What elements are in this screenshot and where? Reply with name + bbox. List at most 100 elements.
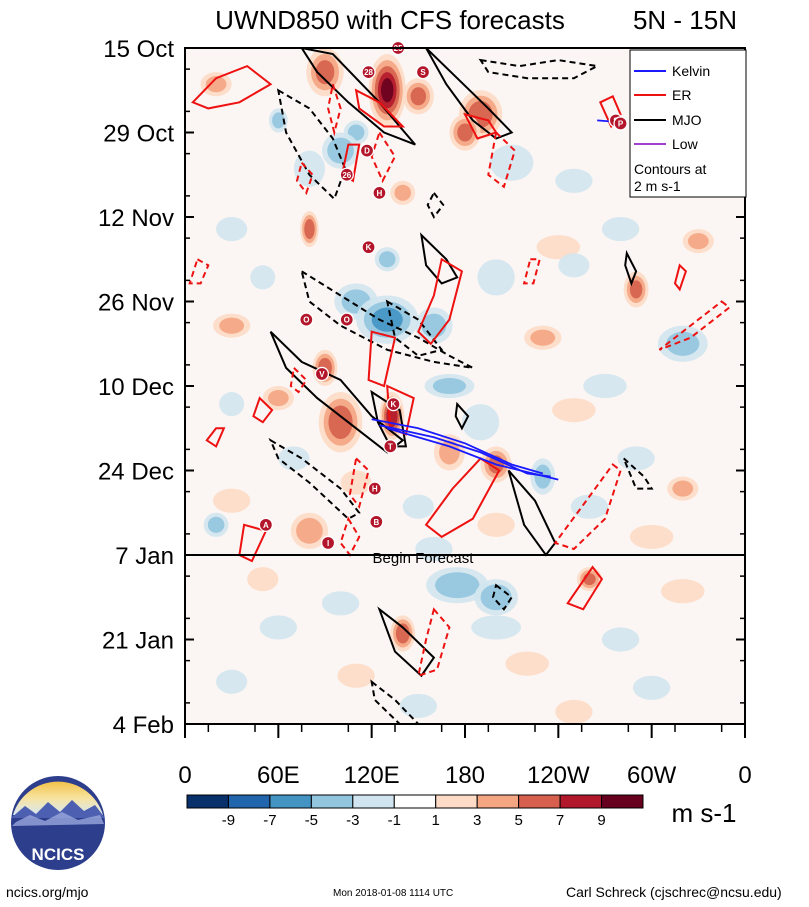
contour-er	[191, 64, 273, 110]
colorbar-swatch	[393, 794, 437, 809]
contour-er	[370, 130, 397, 184]
field-anomaly-blob	[552, 398, 596, 423]
legend-low-label: Low	[672, 136, 699, 152]
legend-box	[629, 49, 747, 198]
field-anomaly-blob	[296, 517, 323, 544]
storm-marker-icon	[258, 517, 274, 532]
contour-er	[487, 130, 516, 189]
field-anomaly-blob	[394, 184, 412, 201]
colorbar-tick-label: -1	[388, 812, 401, 829]
storm-marker-label: 28	[364, 68, 373, 77]
contour-mjo	[622, 457, 654, 490]
storm-marker-label: 26	[342, 171, 351, 180]
y-tick-label: 12 Nov	[98, 205, 174, 232]
field-anomaly-blob	[219, 317, 245, 334]
storm-marker-icon	[359, 143, 375, 158]
contour-er	[252, 396, 274, 424]
field-anomaly-blob	[435, 572, 480, 599]
field-anomaly-blob	[205, 76, 227, 93]
contour-mjo	[370, 679, 420, 724]
field-anomaly-blob	[315, 60, 335, 85]
legend-note-2: 2 m s-1	[634, 178, 681, 194]
logo-hills-icon	[12, 812, 104, 826]
field-anomaly-blob	[505, 651, 549, 676]
contour-mjo	[491, 583, 514, 611]
contour-mjo	[425, 48, 514, 140]
field-anomaly-blob	[216, 669, 248, 694]
field-anomaly-blob	[583, 373, 627, 399]
field-anomaly-blob	[558, 253, 590, 278]
field-anomaly-blob	[304, 219, 315, 240]
colorbar: -9 -7 -5 -3 -1 1 3 5 7 9	[186, 794, 644, 829]
field-anomaly-blob	[259, 615, 298, 640]
storm-marker-label: H	[372, 485, 378, 494]
y-tick-label: 24 Dec	[98, 459, 174, 486]
storm-marker-label: D	[364, 147, 370, 156]
colorbar-tick-label: 5	[514, 812, 522, 829]
field-anomaly-blob	[371, 307, 403, 332]
field-anomaly-blob	[536, 235, 581, 260]
storm-marker-label: P	[618, 119, 624, 128]
field-anomaly-blob	[461, 404, 500, 441]
storm-marker-label: O	[303, 316, 309, 325]
storm-marker-label: H	[377, 189, 383, 198]
contour-er	[238, 523, 268, 563]
field-anomaly-blob	[219, 392, 245, 417]
contour-er	[673, 263, 688, 292]
storm-marker-label: S	[420, 68, 426, 77]
y-tick-label: 21 Jan	[102, 628, 174, 655]
storm-marker-label: K	[366, 243, 372, 252]
storm-marker-label: B	[373, 518, 379, 527]
y-tick-label: 10 Dec	[98, 374, 174, 401]
field-anomaly-blob	[489, 144, 534, 181]
storm-marker-icon	[367, 481, 382, 496]
field-anomaly-blob	[555, 699, 593, 724]
field-anomaly-blob	[272, 112, 285, 129]
logo-mountains-icon	[11, 800, 105, 818]
colorbar-swatch	[227, 794, 271, 809]
footer-url[interactable]: ncics.org/mjo	[6, 884, 89, 900]
field-anomaly-blob	[471, 615, 521, 640]
footer-timestamp: Mon 2018-01-08 1114 UTC	[333, 888, 454, 899]
field-anomaly-blob	[633, 675, 671, 700]
contour-mjo	[276, 88, 347, 201]
contour-er	[348, 456, 370, 509]
colorbar-swatch	[310, 794, 354, 809]
storm-marker-label: T	[388, 442, 393, 451]
field-anomaly-blob	[629, 524, 674, 549]
legend-note-1: Contours at	[634, 161, 706, 177]
field-anomaly-blob	[410, 87, 427, 106]
storm-marker-label: K	[391, 400, 397, 409]
contour-er	[367, 330, 397, 388]
logo-sky	[13, 781, 103, 815]
field-anomaly-blob	[395, 623, 410, 644]
field-anomaly-blob	[327, 137, 354, 164]
x-tick-label: 60E	[257, 762, 300, 789]
field-anomaly-blob	[267, 390, 289, 407]
logo-text: NCICS	[32, 845, 85, 864]
colorbar-swatch	[269, 794, 312, 809]
contour-mjo	[507, 469, 557, 557]
field-anomaly-blob	[672, 480, 694, 497]
field-anomaly-blob	[601, 627, 640, 652]
storm-marker-icon	[369, 514, 384, 529]
y-tick-label: 4 Feb	[113, 712, 174, 739]
storm-marker-label: I	[327, 539, 329, 548]
x-tick-label: 0	[738, 762, 751, 789]
field-anomaly-blob	[477, 512, 515, 537]
x-tick-label: 180	[445, 762, 485, 789]
colorbar-swatch	[518, 794, 561, 809]
contour-kelvin	[371, 418, 544, 475]
colorbar-swatch	[601, 794, 644, 809]
field-anomaly-blob	[399, 693, 438, 718]
field-anomaly-blob	[687, 233, 709, 250]
colorbar-tick-label: -9	[222, 812, 235, 829]
legend: Kelvin ER MJO Low Contours at 2 m s-1	[629, 49, 747, 198]
y-tick-label: 7 Jan	[115, 543, 174, 570]
contour-er	[553, 463, 622, 551]
field-anomaly-blob	[661, 579, 705, 604]
field-anomaly-blob	[381, 78, 394, 103]
field-anomaly-blob	[321, 591, 360, 616]
contour-er	[340, 143, 361, 183]
